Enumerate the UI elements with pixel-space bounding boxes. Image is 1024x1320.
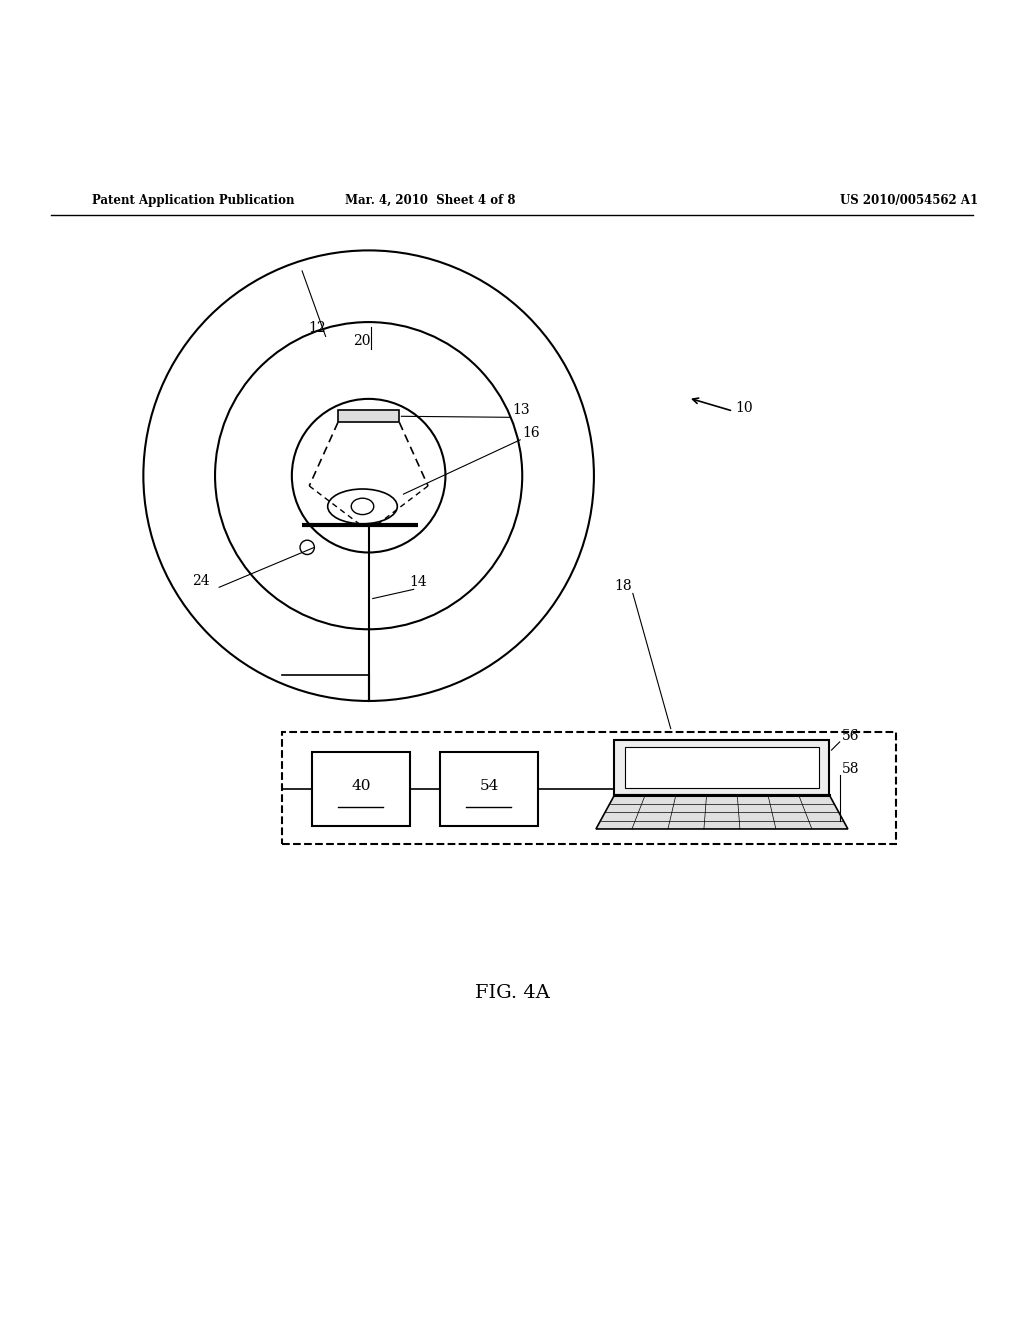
- Text: 16: 16: [522, 426, 540, 440]
- Bar: [614, 741, 829, 795]
- Polygon shape: [596, 795, 848, 829]
- Text: 56: 56: [842, 729, 859, 743]
- Text: US 2010/0054562 A1: US 2010/0054562 A1: [840, 194, 978, 207]
- Bar: [282, 731, 896, 845]
- Bar: [338, 411, 399, 422]
- Ellipse shape: [328, 488, 397, 524]
- Text: 24: 24: [191, 574, 210, 589]
- Text: 20: 20: [352, 334, 371, 347]
- Text: Mar. 4, 2010  Sheet 4 of 8: Mar. 4, 2010 Sheet 4 of 8: [345, 194, 515, 207]
- Text: 10: 10: [735, 401, 753, 416]
- Text: 54: 54: [479, 779, 499, 793]
- Bar: [440, 752, 538, 826]
- Text: 14: 14: [409, 576, 427, 589]
- Text: 12: 12: [308, 321, 327, 335]
- Text: 13: 13: [512, 403, 529, 417]
- Ellipse shape: [351, 498, 374, 515]
- Bar: [625, 747, 819, 788]
- Bar: [312, 752, 410, 826]
- Text: FIG. 4A: FIG. 4A: [474, 983, 550, 1002]
- Text: 40: 40: [351, 779, 371, 793]
- Text: 58: 58: [842, 762, 859, 776]
- Text: Patent Application Publication: Patent Application Publication: [92, 194, 295, 207]
- Text: 18: 18: [614, 579, 632, 594]
